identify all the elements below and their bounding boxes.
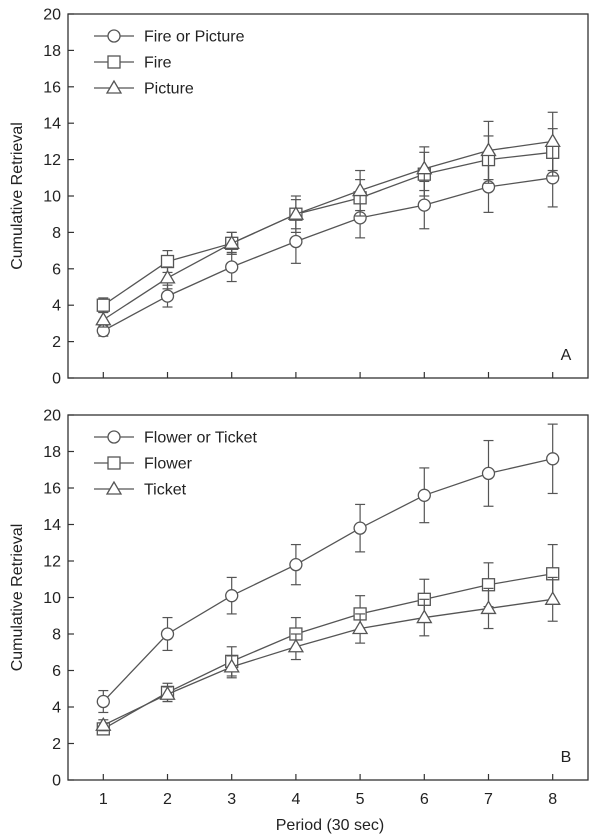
legend-label: Ticket — [144, 482, 187, 499]
data-point — [417, 488, 431, 502]
panel-label: A — [561, 347, 572, 364]
x-axis-label: Period (30 sec) — [276, 817, 385, 834]
data-point — [417, 198, 431, 212]
panel-a: 0 2 4 6 8 10 12 14 16 18 20 Cumulative Retrieval A Fi… — [9, 7, 589, 388]
y-tick-label: 8 — [52, 627, 61, 644]
legend-marker — [107, 456, 121, 470]
series-flower-or-ticket — [96, 423, 560, 714]
y-tick-label: 0 — [52, 773, 61, 790]
y-tick-label: 20 — [43, 7, 61, 24]
data-point — [353, 521, 367, 535]
y-tick-label: 8 — [52, 225, 61, 242]
data-point — [351, 620, 369, 635]
data-point — [544, 133, 561, 148]
series-line — [102, 140, 553, 321]
y-tick-label: 14 — [43, 517, 61, 534]
data-point — [481, 466, 496, 481]
y-tick-label: 6 — [52, 663, 61, 680]
data-point — [289, 558, 303, 572]
y-tick-label: 4 — [52, 298, 61, 315]
y-tick-label: 18 — [43, 444, 61, 461]
x-tick-label: 5 — [356, 791, 365, 808]
legend-marker — [105, 480, 123, 495]
legend-label: Flower or Ticket — [144, 430, 257, 447]
y-axis-label: Cumulative Retrieval — [9, 122, 26, 270]
data-point — [159, 685, 176, 700]
data-point — [287, 638, 305, 653]
data-point — [416, 609, 433, 624]
y-tick-label: 12 — [43, 152, 61, 169]
data-point — [416, 160, 433, 175]
x-tick-label: 4 — [291, 791, 300, 808]
series-fire-or-picture — [96, 148, 560, 338]
y-tick-label: 10 — [43, 189, 61, 206]
legend-label: Fire or Picture — [144, 29, 245, 46]
legend-marker — [107, 55, 121, 69]
data-point — [160, 254, 175, 269]
legend-marker — [107, 29, 121, 43]
data-point — [225, 589, 239, 603]
data-point — [160, 289, 175, 303]
series-line — [102, 573, 553, 730]
data-point — [480, 142, 497, 157]
series-line — [102, 151, 553, 306]
y-tick-label: 2 — [52, 736, 61, 753]
y-tick-label: 14 — [43, 116, 61, 133]
data-point — [287, 205, 305, 220]
x-tick-label: 2 — [163, 791, 172, 808]
y-tick-label: 20 — [43, 408, 61, 425]
data-point — [96, 694, 110, 709]
series-picture — [95, 111, 561, 328]
data-point — [223, 235, 240, 249]
data-point — [225, 260, 239, 274]
legend-label: Picture — [144, 81, 194, 98]
legend-marker — [105, 79, 123, 94]
data-point — [546, 452, 560, 466]
series-line — [103, 177, 553, 332]
legend-marker — [107, 430, 121, 444]
y-tick-label: 4 — [52, 700, 61, 717]
y-tick-label: 6 — [52, 261, 61, 278]
y-tick-label: 16 — [43, 79, 61, 96]
legend-label: Fire — [144, 55, 172, 72]
data-point — [289, 234, 303, 249]
data-point — [223, 658, 240, 673]
data-point — [95, 716, 112, 731]
y-tick-label: 16 — [43, 481, 61, 498]
y-tick-label: 10 — [43, 590, 61, 607]
x-tick-label: 1 — [99, 791, 108, 808]
x-tick-label: 6 — [420, 791, 429, 808]
y-axis-label: Cumulative Retrieval — [9, 524, 26, 672]
x-tick-label: 3 — [227, 791, 236, 808]
x-tick-label: 8 — [548, 791, 557, 808]
y-tick-label: 0 — [52, 371, 61, 388]
legend: Fire or Picture Fire Picture — [94, 29, 245, 98]
data-point — [351, 182, 369, 197]
series-ticket — [95, 576, 561, 732]
data-point — [96, 298, 110, 312]
data-point — [95, 311, 112, 326]
panel-label: B — [561, 749, 572, 766]
data-point — [160, 627, 175, 641]
y-tick-label: 12 — [43, 554, 61, 571]
y-tick-label: 18 — [43, 43, 61, 60]
series-line — [103, 598, 553, 726]
legend-label: Flower — [144, 456, 193, 473]
data-point — [544, 591, 561, 605]
data-point — [159, 269, 176, 284]
data-point — [480, 600, 497, 615]
x-tick-label: 7 — [484, 791, 493, 808]
legend: Flower or Ticket Flower Ticket — [94, 430, 257, 499]
series-line — [102, 458, 553, 702]
y-tick-label: 2 — [52, 334, 61, 351]
